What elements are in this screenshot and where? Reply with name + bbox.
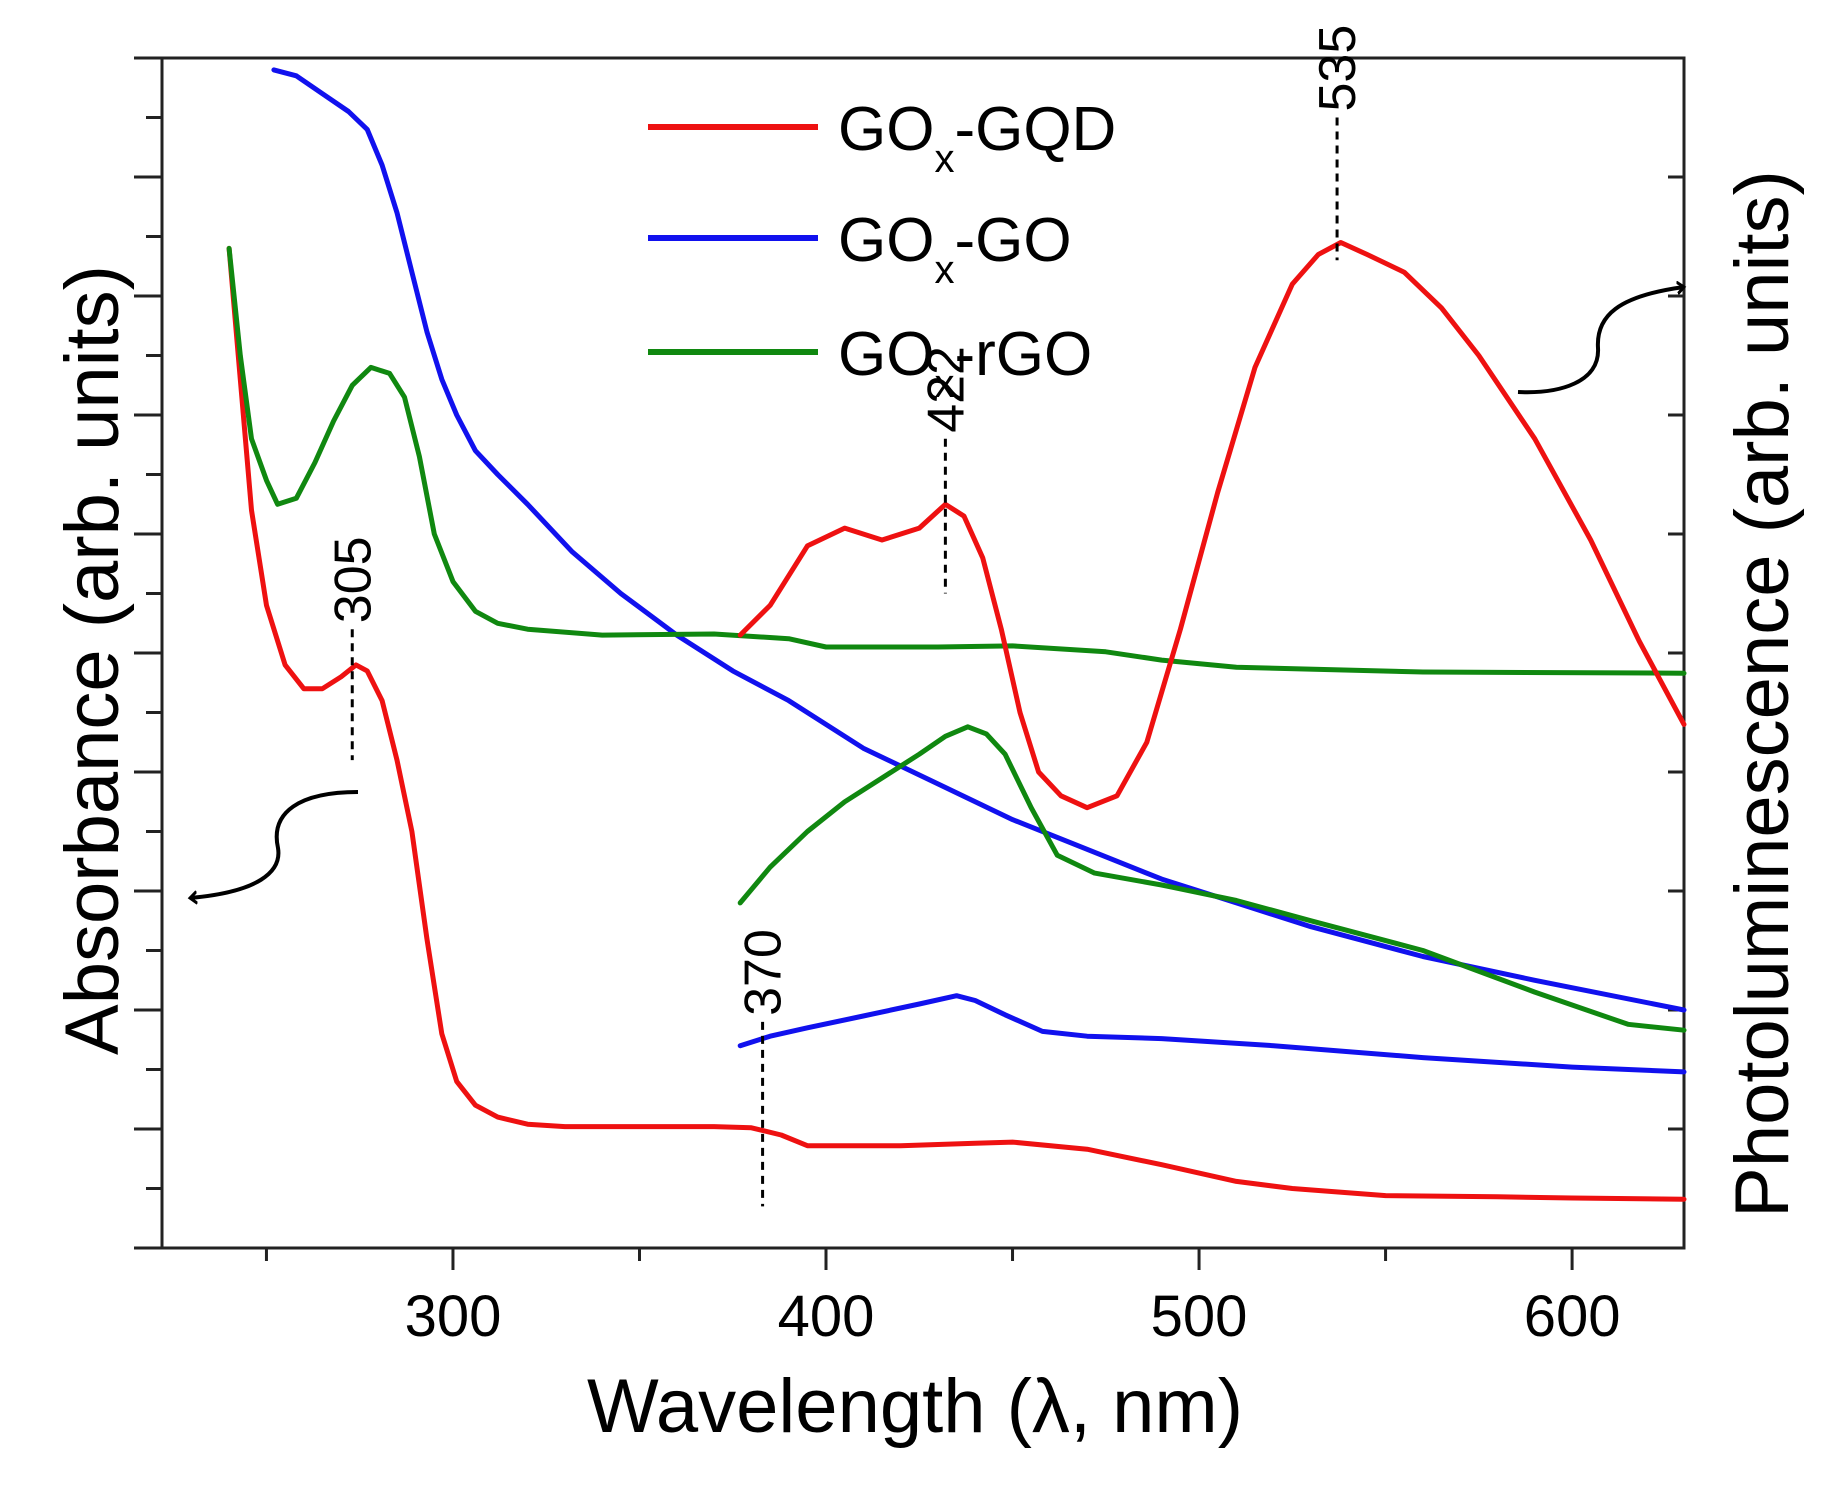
x-tick-label: 500	[1151, 1284, 1248, 1349]
series-line-3	[737, 240, 1687, 811]
annotation-label-370: 370	[735, 929, 793, 1016]
legend-label-gqd: GOx-GQD	[838, 95, 1116, 181]
series-line-1	[271, 67, 1687, 1013]
legend-label-go: GOx-GO	[838, 206, 1072, 292]
x-tick-label: 600	[1524, 1284, 1621, 1349]
x-axis-tick-labels: 300 400 500 600	[405, 1284, 1621, 1349]
annotation-label-535: 535	[1309, 25, 1367, 112]
right-y-axis-title: Photoluminescence (arb. units)	[1720, 170, 1805, 1218]
x-axis-title: Wavelength (λ, nm)	[587, 1364, 1243, 1449]
series-line-2	[226, 245, 1687, 676]
right-axis-arrow	[1517, 287, 1684, 395]
series-line-0	[226, 245, 1687, 1202]
series-layer	[226, 67, 1687, 1202]
x-tick-label: 400	[778, 1284, 875, 1349]
right-y-ticks	[1668, 175, 1684, 1131]
legend: GOx-GQD GOx-GO GOx-rGO	[648, 95, 1116, 406]
x-axis-ticks	[264, 1248, 1574, 1270]
left-y-ticks	[134, 56, 162, 1250]
left-y-axis-title: Absorbance (arb. units)	[50, 265, 135, 1055]
left-axis-arrow	[190, 790, 359, 898]
series-line-4	[737, 993, 1687, 1075]
annotation-label-422: 422	[917, 346, 975, 433]
legend-label-rgo: GOx-rGO	[838, 320, 1092, 406]
peak-annotations: 305 422 535 370	[324, 25, 1367, 1207]
series-line-5	[737, 724, 1687, 1033]
x-tick-label: 300	[405, 1284, 502, 1349]
annotation-label-305: 305	[324, 536, 382, 623]
